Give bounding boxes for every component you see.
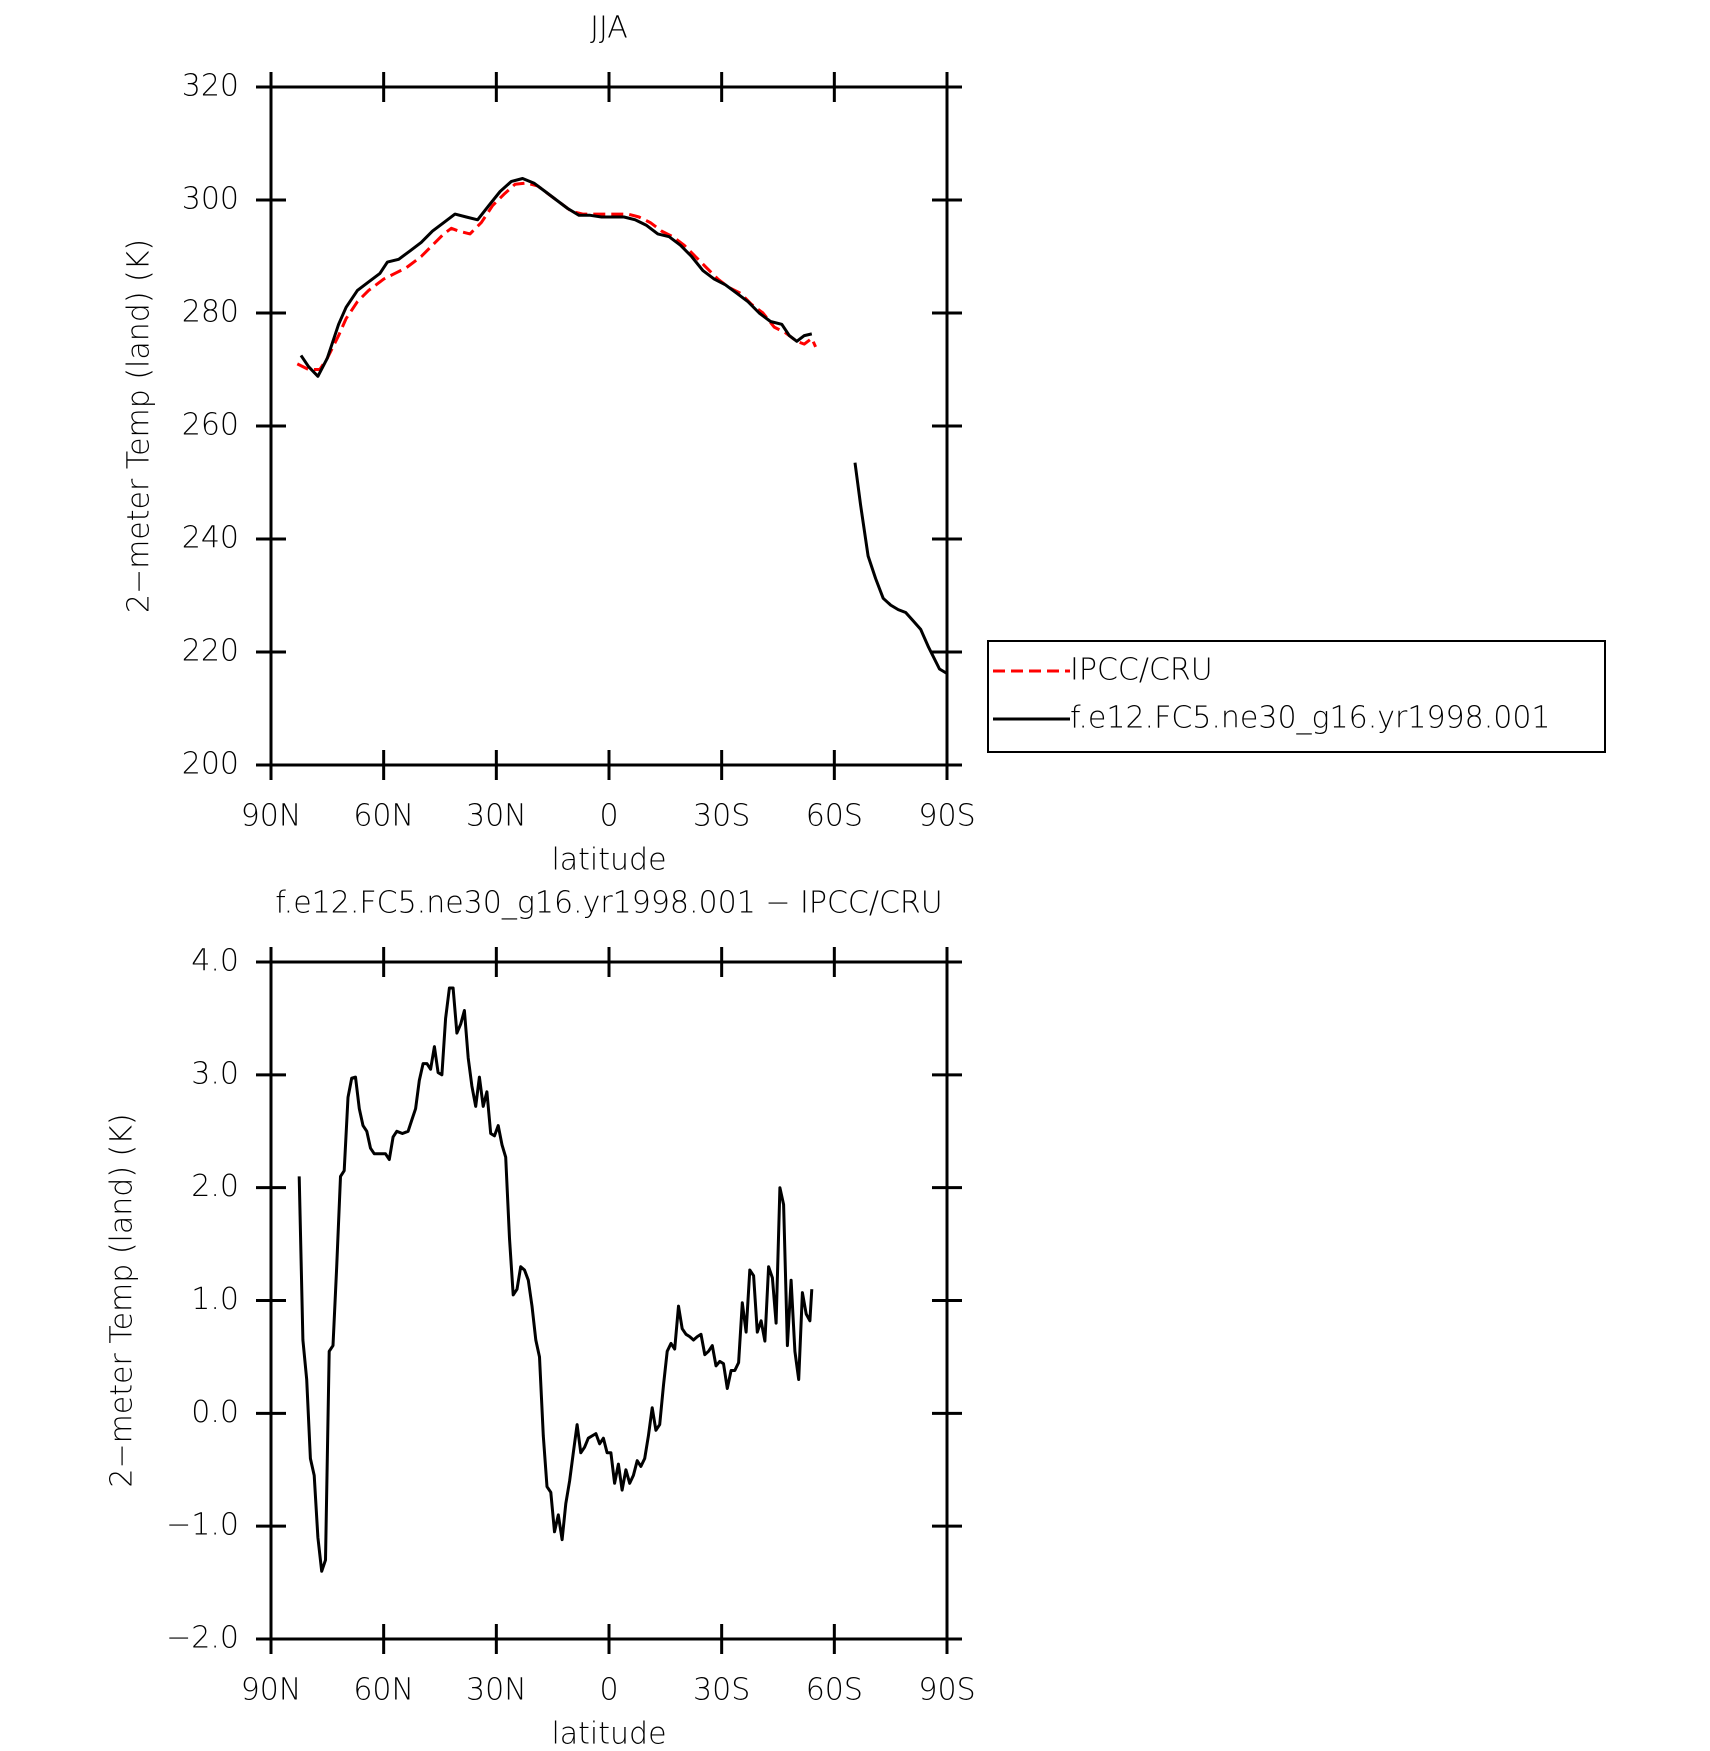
x-tick-label: 30S [693, 799, 750, 834]
chart-title: JJA [590, 11, 628, 46]
x-tick-label: 90S [918, 799, 975, 834]
y-tick-label: 300 [182, 182, 239, 217]
x-tick-label: 90N [241, 799, 302, 834]
x-tick-label: 60S [806, 799, 863, 834]
y-tick-label: 200 [182, 747, 239, 782]
x-tick-label: 30S [693, 1673, 750, 1708]
x-tick-label: 60S [806, 1673, 863, 1708]
y-axis-label: 2−meter Temp (land) (K) [105, 1113, 140, 1487]
y-tick-label: 3.0 [191, 1056, 239, 1091]
x-tick-label: 0 [599, 1673, 618, 1708]
y-tick-label: 4.0 [191, 944, 239, 979]
plot-frame [269, 960, 949, 1641]
y-tick-label: 260 [182, 408, 239, 443]
y-tick-label: 240 [182, 521, 239, 556]
y-tick-label: −1.0 [166, 1508, 239, 1543]
y-axis-label: 2−meter Temp (land) (K) [122, 239, 157, 613]
legend-label: f.e12.FC5.ne30_g16.yr1998.001 [1070, 701, 1551, 736]
legend-label: IPCC/CRU [1070, 653, 1213, 688]
x-tick-label: 30N [466, 799, 527, 834]
x-tick-label: 60N [353, 799, 414, 834]
y-tick-label: 280 [182, 295, 239, 330]
x-tick-label: 60N [353, 1673, 414, 1708]
x-axis-label: latitude [551, 1717, 666, 1751]
y-tick-label: 1.0 [191, 1282, 239, 1317]
plot-frame [269, 85, 949, 767]
x-axis-label: latitude [551, 843, 666, 878]
y-tick-label: 2.0 [191, 1169, 239, 1204]
x-tick-label: 0 [599, 799, 618, 834]
y-tick-label: 320 [182, 69, 239, 104]
legend-box [987, 640, 1606, 753]
y-tick-label: 0.0 [191, 1395, 239, 1430]
y-tick-label: 220 [182, 634, 239, 669]
data-line [297, 986, 814, 1573]
x-tick-label: 30N [466, 1673, 527, 1708]
data-line [299, 177, 948, 675]
y-tick-label: −2.0 [166, 1621, 239, 1656]
x-tick-label: 90N [241, 1673, 302, 1708]
x-tick-label: 90S [918, 1673, 975, 1708]
data-line [296, 181, 817, 371]
chart-title: f.e12.FC5.ne30_g16.yr1998.001 − IPCC/CRU [275, 886, 942, 921]
